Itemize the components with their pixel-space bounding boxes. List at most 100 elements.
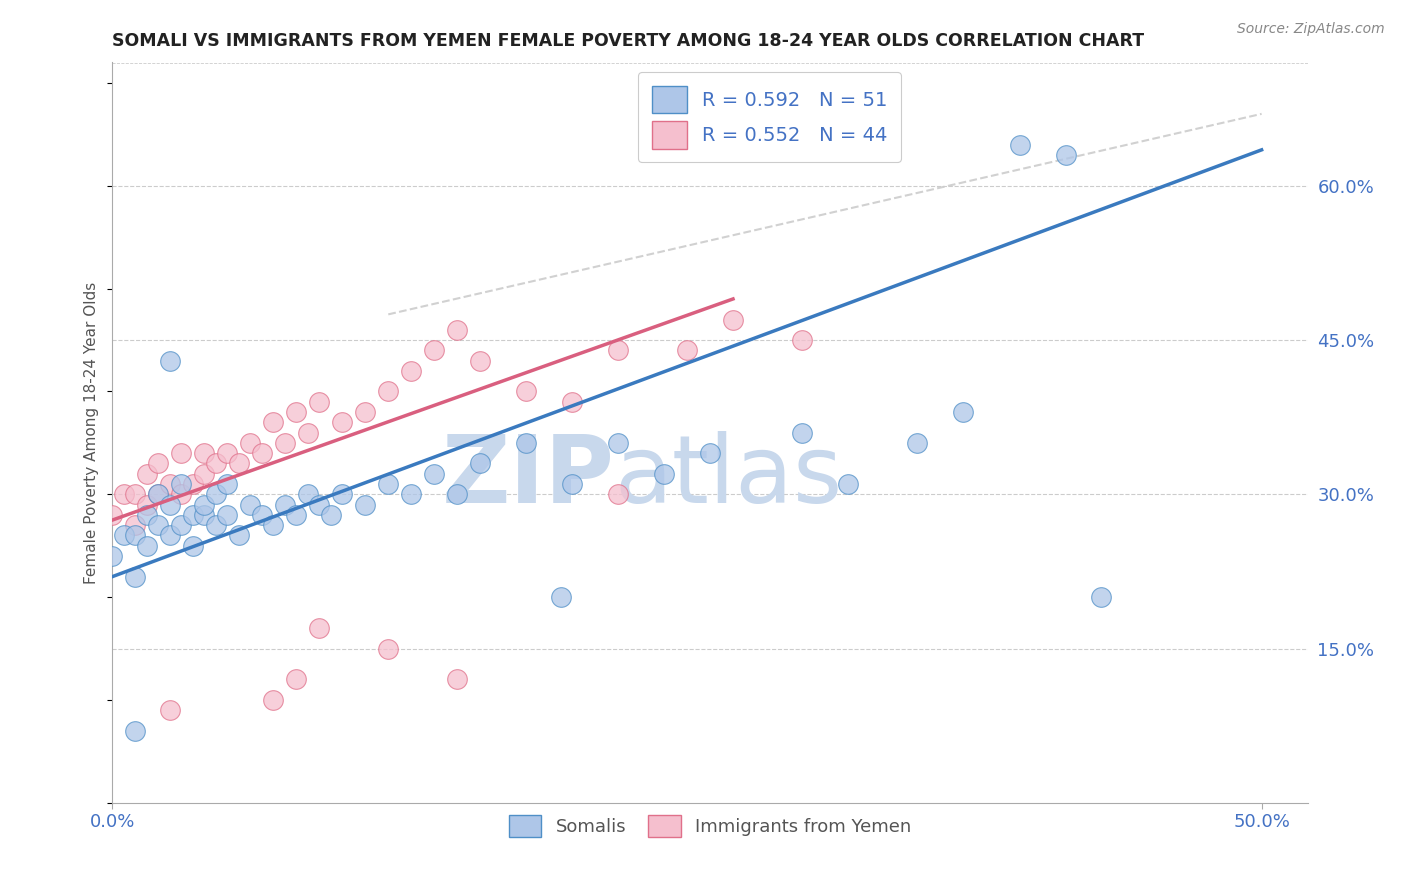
Point — [285, 673, 308, 687]
Point — [148, 518, 170, 533]
Point — [354, 498, 377, 512]
Point — [377, 641, 399, 656]
Point — [721, 312, 744, 326]
Point — [285, 508, 308, 522]
Point — [181, 477, 204, 491]
Point — [112, 528, 135, 542]
Point — [423, 467, 446, 481]
Point — [181, 508, 204, 522]
Text: ZIP: ZIP — [441, 431, 614, 523]
Point — [319, 508, 342, 522]
Point — [423, 343, 446, 358]
Point — [239, 436, 262, 450]
Point — [1090, 590, 1112, 604]
Point — [515, 436, 537, 450]
Point — [607, 487, 630, 501]
Point — [181, 539, 204, 553]
Point — [274, 436, 297, 450]
Point — [170, 518, 193, 533]
Point — [217, 508, 239, 522]
Point — [228, 457, 250, 471]
Point — [790, 425, 813, 440]
Point — [262, 518, 284, 533]
Point — [377, 384, 399, 399]
Point — [308, 498, 330, 512]
Point — [561, 477, 583, 491]
Point — [401, 487, 423, 501]
Text: Source: ZipAtlas.com: Source: ZipAtlas.com — [1237, 22, 1385, 37]
Point — [952, 405, 974, 419]
Point — [676, 343, 699, 358]
Point — [193, 508, 215, 522]
Point — [148, 457, 170, 471]
Point — [262, 415, 284, 429]
Point — [905, 436, 928, 450]
Point — [148, 487, 170, 501]
Point — [354, 405, 377, 419]
Point — [239, 498, 262, 512]
Point — [124, 518, 146, 533]
Point — [401, 364, 423, 378]
Point — [1054, 148, 1077, 162]
Legend: Somalis, Immigrants from Yemen: Somalis, Immigrants from Yemen — [499, 805, 921, 846]
Point — [217, 446, 239, 460]
Point — [607, 436, 630, 450]
Point — [159, 528, 181, 542]
Point — [205, 487, 228, 501]
Point — [607, 343, 630, 358]
Point — [470, 353, 492, 368]
Point — [446, 673, 468, 687]
Point — [136, 508, 159, 522]
Point — [1010, 137, 1032, 152]
Point — [228, 528, 250, 542]
Text: SOMALI VS IMMIGRANTS FROM YEMEN FEMALE POVERTY AMONG 18-24 YEAR OLDS CORRELATION: SOMALI VS IMMIGRANTS FROM YEMEN FEMALE P… — [112, 32, 1144, 50]
Point — [159, 498, 181, 512]
Point — [250, 446, 273, 460]
Point — [561, 394, 583, 409]
Point — [159, 353, 181, 368]
Point — [470, 457, 492, 471]
Point — [217, 477, 239, 491]
Point — [377, 477, 399, 491]
Point — [159, 703, 181, 717]
Point — [550, 590, 572, 604]
Point — [124, 569, 146, 583]
Point — [790, 333, 813, 347]
Point — [308, 621, 330, 635]
Point — [262, 693, 284, 707]
Point — [148, 487, 170, 501]
Point — [193, 498, 215, 512]
Point — [112, 487, 135, 501]
Point — [170, 477, 193, 491]
Point — [446, 323, 468, 337]
Text: atlas: atlas — [614, 431, 842, 523]
Point — [285, 405, 308, 419]
Point — [170, 446, 193, 460]
Point — [297, 487, 319, 501]
Point — [124, 528, 146, 542]
Point — [446, 487, 468, 501]
Point — [330, 487, 353, 501]
Point — [124, 723, 146, 738]
Point — [193, 446, 215, 460]
Point — [101, 549, 124, 563]
Point — [699, 446, 721, 460]
Point — [136, 539, 159, 553]
Point — [136, 467, 159, 481]
Point — [652, 467, 675, 481]
Point — [124, 487, 146, 501]
Point — [101, 508, 124, 522]
Y-axis label: Female Poverty Among 18-24 Year Olds: Female Poverty Among 18-24 Year Olds — [84, 282, 100, 583]
Point — [837, 477, 859, 491]
Point — [308, 394, 330, 409]
Point — [170, 487, 193, 501]
Point — [136, 498, 159, 512]
Point — [515, 384, 537, 399]
Point — [250, 508, 273, 522]
Point — [297, 425, 319, 440]
Point — [205, 457, 228, 471]
Point — [193, 467, 215, 481]
Point — [159, 477, 181, 491]
Point — [205, 518, 228, 533]
Point — [274, 498, 297, 512]
